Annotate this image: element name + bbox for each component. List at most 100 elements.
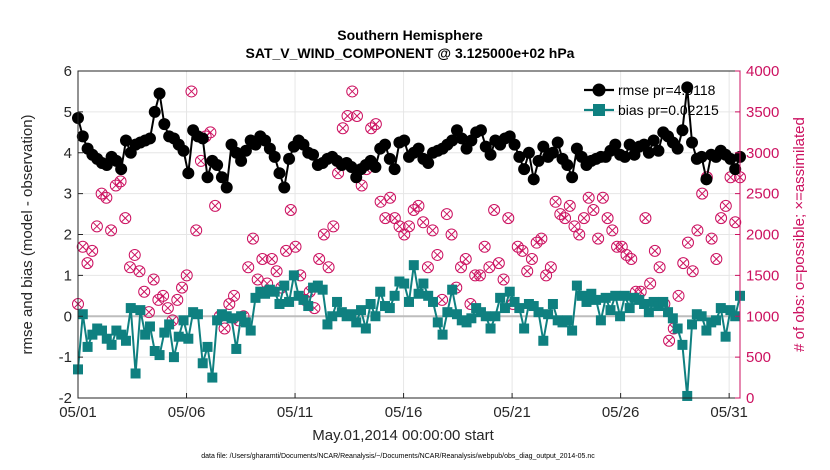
obs-point-cross xyxy=(651,246,659,255)
obs-point-circle xyxy=(289,240,302,253)
rmse-point xyxy=(158,118,171,131)
left-axis-ticks: -2 -1 0 1 2 3 4 5 6 xyxy=(59,63,83,407)
rmse-point xyxy=(561,159,574,172)
obs-point-cross xyxy=(135,267,144,276)
obs-point-circle xyxy=(663,334,676,347)
bias-point xyxy=(624,303,635,314)
bias-point xyxy=(509,296,520,307)
obs-point-cross xyxy=(83,259,92,267)
obs-point-circle xyxy=(90,220,103,233)
bias-point xyxy=(332,296,343,307)
obs-point-circle xyxy=(204,126,217,139)
bias-point xyxy=(120,335,131,346)
bias-point xyxy=(528,301,539,312)
obs-point-circle xyxy=(672,289,685,302)
obs-point-circle xyxy=(350,109,363,122)
obs-point-cross xyxy=(282,246,290,255)
bias-point xyxy=(567,325,578,336)
obs-point-cross xyxy=(286,206,295,214)
rmse-point xyxy=(422,156,435,169)
obs-point-cross xyxy=(324,263,333,272)
obs-point-circle xyxy=(218,322,231,335)
obs-point-circle xyxy=(265,253,278,266)
obs-point-cross xyxy=(107,226,115,235)
bias-point xyxy=(610,290,621,301)
obs-point-circle xyxy=(228,289,241,302)
obs-point-cross xyxy=(476,271,484,280)
bias-point xyxy=(586,288,597,299)
right-axis-ticks: 0 500 1000 1500 2000 2500 3000 3500 4000 xyxy=(735,63,779,407)
rmse-point xyxy=(532,154,545,167)
obs-point-circle xyxy=(417,216,430,229)
obs-point-circle xyxy=(469,269,482,282)
bias-point xyxy=(639,298,650,309)
bias-point xyxy=(682,390,693,401)
rmse-point xyxy=(345,161,358,174)
obs-point-circle xyxy=(242,261,255,274)
rmse-point xyxy=(235,154,248,167)
obs-point-cross xyxy=(551,197,560,206)
rmse-point xyxy=(148,105,161,118)
obs-point-cross xyxy=(145,308,153,317)
obs-point-cross xyxy=(315,255,324,263)
bias-point xyxy=(159,327,170,338)
obs-point-circle xyxy=(696,187,709,200)
bias-point xyxy=(547,298,558,309)
bias-point xyxy=(514,303,525,314)
obs-point-cross xyxy=(192,226,201,235)
right-tick-label: 4000 xyxy=(746,63,779,80)
obs-point-cross xyxy=(343,112,352,120)
obs-point-cross xyxy=(684,238,692,247)
obs-point-circle xyxy=(549,195,562,208)
rmse-point xyxy=(513,150,526,163)
obs-point-cross xyxy=(494,259,503,267)
obs-point-circle xyxy=(365,122,378,135)
obs-point-circle xyxy=(535,232,548,245)
obs-point-circle xyxy=(369,118,382,131)
bias-point xyxy=(408,260,419,271)
obs-point-cross xyxy=(329,222,338,231)
obs-point-cross xyxy=(499,275,508,284)
obs-point-circle xyxy=(346,85,359,98)
obs-point-cross xyxy=(442,210,451,218)
bias-point xyxy=(173,331,184,342)
obs-point-circle xyxy=(554,208,567,221)
obs-point-cross xyxy=(78,242,87,251)
obs-point-circle xyxy=(152,293,165,306)
obs-point-cross xyxy=(457,263,465,272)
obs-point-circle xyxy=(138,285,151,298)
obs-point-cross xyxy=(268,255,276,263)
obs-point-cross xyxy=(561,214,569,223)
bias-point xyxy=(279,280,290,291)
bias-point xyxy=(658,296,669,307)
bias-point xyxy=(677,339,688,350)
bias-point xyxy=(562,315,573,326)
obs-point-cross xyxy=(348,87,357,96)
bias-point xyxy=(356,305,367,316)
bias-point xyxy=(591,294,602,305)
obs-point-cross xyxy=(537,234,546,243)
obs-point-cross xyxy=(149,275,158,284)
obs-point-circle xyxy=(128,248,141,261)
bias-point xyxy=(451,309,462,320)
rmse-series xyxy=(72,81,746,194)
obs-point-circle xyxy=(171,293,184,306)
obs-point-circle xyxy=(516,244,529,257)
rmse-point xyxy=(729,163,742,176)
obs-point-circle xyxy=(715,212,728,225)
bias-point xyxy=(212,315,223,326)
obs-point-cross xyxy=(608,226,617,235)
obs-point-cross xyxy=(258,255,267,263)
obs-point-circle xyxy=(478,240,491,253)
obs-point-cross xyxy=(712,255,721,263)
right-tick-label: 3000 xyxy=(746,145,779,162)
bias-point xyxy=(538,335,549,346)
obs-point-cross xyxy=(126,263,134,272)
bias-point xyxy=(432,317,443,328)
obs-point-cross xyxy=(599,193,607,202)
obs-point-circle xyxy=(403,220,415,233)
obs-point-circle xyxy=(246,232,259,245)
obs-point-circle xyxy=(592,232,605,245)
obs-point-cross xyxy=(490,206,498,214)
obs-point-cross xyxy=(528,255,536,263)
